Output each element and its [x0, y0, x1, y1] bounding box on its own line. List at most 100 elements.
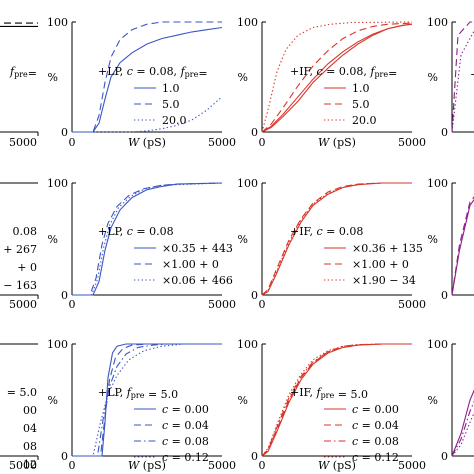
- x-tick-label: 5000: [398, 459, 426, 472]
- x-tick-label: 5000: [208, 136, 236, 149]
- x-tick-label: 0: [259, 136, 266, 149]
- x-tick-label: 5000: [398, 136, 426, 149]
- series-line: [261, 343, 412, 457]
- series-line: [72, 182, 223, 296]
- x-tick-label: 5000: [9, 298, 37, 311]
- legend-label: c = 0.04: [162, 419, 209, 432]
- series-line: [261, 22, 413, 133]
- legend-label: 5.0: [352, 98, 370, 111]
- series-line: [72, 343, 222, 457]
- series-line: [72, 21, 222, 133]
- legend-label: 08: [23, 440, 37, 453]
- legend-label: 1.0: [162, 82, 180, 95]
- x-tick-label: 0: [69, 298, 76, 311]
- x-tick-label: 0: [259, 298, 266, 311]
- x-axis-label: W (pS): [128, 459, 166, 472]
- y-axis-label: %: [48, 233, 58, 246]
- legend-title: +IF, c = 0.08: [290, 225, 363, 238]
- legend-label: ×1.00 + 0: [162, 258, 219, 271]
- legend-label: − 163: [3, 279, 37, 292]
- y-axis-label: %: [428, 394, 438, 407]
- legend-label: 1.0: [352, 82, 370, 95]
- y-tick-label: 0: [251, 126, 258, 139]
- panel-blue-r1: 100 0% 0 5000 +LP, c = 0.08 ×0.35 + 443 ×1.00 …: [47, 177, 236, 311]
- series-line: [72, 343, 222, 457]
- y-axis-label: %: [238, 394, 248, 407]
- legend-title: fpre=: [9, 65, 37, 80]
- series-line: [72, 182, 223, 296]
- panel-red-r2: 100 0% 0 5000 W (pS) +IF, fpre = 5.0 c = 0.00 c…: [237, 338, 426, 472]
- panel-purple-r0: 100 0% +: [427, 16, 474, 139]
- y-axis-label: %: [48, 71, 58, 84]
- panel-red-r1: 100 0% 0 5000 +IF, c = 0.08 ×0.36 + 135 ×1.00 …: [237, 177, 426, 311]
- series-line: [451, 198, 474, 296]
- x-tick-label: 5000: [208, 298, 236, 311]
- y-tick-label: 0: [441, 289, 448, 302]
- x-tick-label: 0: [69, 459, 76, 472]
- legend-label: c = 0.08: [352, 435, 399, 448]
- y-tick-label: 0: [251, 289, 258, 302]
- x-tick-label: 5000: [208, 459, 236, 472]
- panel-left-r2: 5000 = 5.0 00 04 08 12: [0, 343, 39, 472]
- legend-title: 0.08: [13, 225, 38, 238]
- x-tick-label: 5000: [9, 136, 37, 149]
- legend-label: ×1.00 + 0: [352, 258, 409, 271]
- series-line: [261, 343, 412, 457]
- x-tick-label: 0: [69, 136, 76, 149]
- legend-label: ×0.06 + 466: [162, 274, 233, 287]
- legend-title: +IF, fpre = 5.0: [290, 386, 368, 401]
- y-tick-label: 0: [251, 450, 258, 463]
- series-line: [451, 389, 474, 457]
- y-axis-label: %: [238, 71, 248, 84]
- legend-title: +LP, fpre = 5.0: [98, 386, 178, 401]
- legend-label: c = 0.00: [162, 403, 209, 416]
- y-axis-label: %: [428, 71, 438, 84]
- legend-label: 5.0: [162, 98, 180, 111]
- y-tick-label: 100: [427, 177, 448, 190]
- panel-red-r0: 100 0% 0 5000 W (pS) +IF, c = 0.08, fpre= 1.0 5…: [237, 16, 426, 149]
- x-axis-label: W (pS): [318, 459, 356, 472]
- x-axis-label: W (pS): [128, 136, 166, 149]
- y-tick-label: 100: [47, 177, 68, 190]
- legend-title: = 5.0: [7, 386, 37, 399]
- y-axis-label: %: [48, 394, 58, 407]
- x-axis-label: W (pS): [318, 136, 356, 149]
- legend-label: ×1.90 − 34: [352, 274, 416, 287]
- series-line: [72, 343, 222, 457]
- legend-title: +: [470, 68, 474, 81]
- y-axis-label: %: [428, 233, 438, 246]
- series-line: [72, 26, 223, 133]
- y-tick-label: 100: [47, 338, 68, 351]
- legend-label: c = 0.08: [162, 435, 209, 448]
- y-tick-label: 0: [441, 126, 448, 139]
- legend-label: c = 0.12: [162, 451, 209, 464]
- y-tick-label: 100: [427, 338, 448, 351]
- y-tick-label: 100: [47, 16, 68, 29]
- y-tick-label: 100: [237, 177, 258, 190]
- legend-label: ×0.36 + 135: [352, 242, 423, 255]
- series-line: [451, 411, 474, 457]
- series-line: [451, 196, 474, 296]
- y-tick-label: 0: [61, 289, 68, 302]
- y-tick-label: 0: [61, 450, 68, 463]
- y-tick-label: 100: [237, 16, 258, 29]
- legend-label: + 267: [3, 243, 37, 256]
- y-tick-label: 0: [61, 126, 68, 139]
- series-line: [261, 343, 412, 457]
- legend-label: ×0.35 + 443: [162, 242, 233, 255]
- legend-label: 00: [23, 404, 37, 417]
- panel-left-r0: 5000 fpre=: [0, 22, 39, 149]
- legend-label: 20.0: [162, 114, 187, 127]
- legend-title: +IF, c = 0.08, fpre=: [290, 65, 397, 80]
- series-line: [72, 182, 223, 296]
- series-line: [261, 182, 412, 296]
- y-tick-label: 100: [427, 16, 448, 29]
- series-line: [451, 30, 474, 133]
- y-tick-label: 0: [441, 450, 448, 463]
- panel-blue-r0: 100 0% 0 5000 W (pS) +LP, c = 0.08, fpre= 1.0 5…: [47, 16, 236, 149]
- panel-blue-r2: 100 0% 0 5000 W (pS) +LP, fpre = 5.0 c = 0.00 c…: [47, 338, 236, 472]
- legend-label: c = 0.04: [352, 419, 399, 432]
- series-line: [451, 400, 474, 457]
- legend-title: +LP, c = 0.08: [98, 225, 174, 238]
